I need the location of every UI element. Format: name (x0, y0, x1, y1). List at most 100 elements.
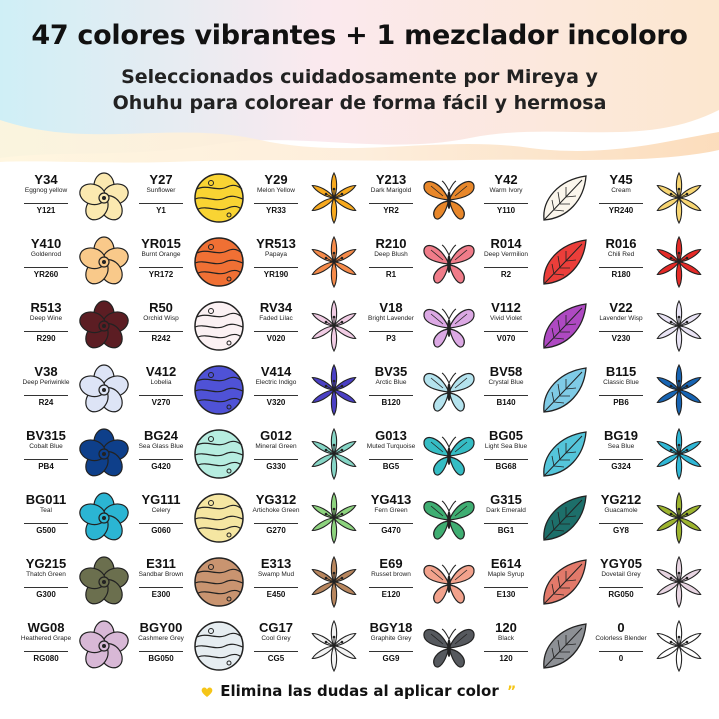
swatch-cell: V18 Bright Lavender P3 (363, 298, 478, 361)
swatch-name: Deep Blush (374, 251, 408, 258)
swatch-cell: YR015 Burnt Orange YR172 (133, 234, 248, 297)
swatch-cell: BG05 Light Sea Blue BG68 (478, 426, 593, 489)
swatch-name: Celery (151, 507, 171, 514)
swatch-cell: YG111 Celery G060 (133, 490, 248, 553)
divider (484, 395, 528, 396)
leaf-icon (536, 234, 592, 290)
butterfly-icon (421, 234, 477, 290)
header-background (0, 0, 719, 170)
swatch-name: Artichoke Green (252, 507, 300, 514)
swatch-cell: R016 Chili Red R180 (593, 234, 708, 297)
quote-mark-icon: ” (507, 685, 516, 699)
swatch-cell: R50 Orchid Wisp R242 (133, 298, 248, 361)
swatch-alt-code: E300 (151, 590, 171, 599)
swatch-name: Burnt Orange (141, 251, 181, 258)
swatch-alt-code: GG9 (382, 654, 400, 663)
swatch-alt-code: G270 (266, 526, 286, 535)
swatch-cell: CG17 Cool Grey CG5 (248, 618, 363, 681)
swatch-name: Heathered Grape (20, 635, 72, 642)
divider (254, 587, 298, 588)
swatch-cell: BV35 Arctic Blue B120 (363, 362, 478, 425)
divider (24, 395, 68, 396)
heart-icon (201, 687, 213, 697)
swatch-name: Lobelia (150, 379, 172, 386)
swatch-code: YG212 (600, 492, 642, 507)
divider (484, 267, 528, 268)
swatch-cell: G013 Muted Turquoise BG5 (363, 426, 478, 489)
planet-icon (191, 618, 247, 674)
divider (139, 203, 183, 204)
swatch-alt-code: V320 (266, 398, 286, 407)
divider (254, 203, 298, 204)
swatch-code: Y410 (30, 236, 62, 251)
divider (139, 459, 183, 460)
swatch-code: YGY05 (600, 556, 642, 571)
swatch-alt-code: BG050 (148, 654, 174, 663)
butterfly-icon (421, 554, 477, 610)
swatch-cell: YG413 Fern Green G470 (363, 490, 478, 553)
lily-icon (306, 234, 362, 290)
divider (254, 267, 298, 268)
swatch-code: V112 (491, 300, 521, 315)
swatch-alt-code: CG5 (267, 654, 285, 663)
lily-icon (306, 170, 362, 226)
swatch-name: Muted Turquoise (366, 443, 416, 450)
divider (24, 203, 68, 204)
swatch-alt-code: G060 (151, 526, 171, 535)
planet-icon (191, 490, 247, 546)
swatch-cell: V412 Lobelia V270 (133, 362, 248, 425)
swatch-code: E69 (379, 556, 403, 571)
butterfly-icon (421, 618, 477, 674)
swatch-alt-code: R242 (151, 334, 171, 343)
divider (139, 331, 183, 332)
swatch-alt-code: G500 (36, 526, 56, 535)
swatch-name: Maple Syrup (487, 571, 525, 578)
swatch-alt-code: Y1 (156, 206, 166, 215)
swatch-cell: G315 Dark Emerald BG1 (478, 490, 593, 553)
swatch-code: Y213 (375, 172, 407, 187)
swatch-cell: V112 Vivid Violet V070 (478, 298, 593, 361)
flower-icon (76, 298, 132, 354)
swatch-name: Faded Lilac (259, 315, 293, 322)
swatch-alt-code: YR2 (383, 206, 399, 215)
swatch-name: Graphite Grey (370, 635, 412, 642)
divider (484, 587, 528, 588)
leaf-icon (536, 554, 592, 610)
swatch-name: Electric Indigo (255, 379, 297, 386)
swatch-name: Cobalt Blue (29, 443, 63, 450)
swatch-name: Sea Blue (607, 443, 635, 450)
divider (599, 267, 643, 268)
swatch-alt-code: R2 (500, 270, 512, 279)
divider (599, 203, 643, 204)
swatch-cell: 0 Colorless Blender 0 (593, 618, 708, 681)
swatch-code: BV315 (26, 428, 66, 443)
swatch-code: YG111 (141, 492, 181, 507)
swatch-code: R50 (149, 300, 173, 315)
swatch-alt-code: R1 (385, 270, 397, 279)
swatch-cell: BG011 Teal G500 (18, 490, 133, 553)
swatch-code: RV34 (259, 300, 293, 315)
swatch-code: YG413 (370, 492, 412, 507)
swatch-name: Cream (611, 187, 631, 194)
swatch-alt-code: RG050 (608, 590, 634, 599)
swatch-cell: BG24 Sea Glass Blue G420 (133, 426, 248, 489)
swatch-name: Cashmere Grey (138, 635, 184, 642)
swatch-name: Sea Glass Blue (138, 443, 184, 450)
swatch-alt-code: PB6 (613, 398, 629, 407)
swatch-name: Deep Periwinkle (22, 379, 70, 386)
swatch-alt-code: G470 (381, 526, 401, 535)
swatch-name: Arctic Blue (375, 379, 407, 386)
leaf-icon (536, 298, 592, 354)
swatch-name: Russet brown (371, 571, 411, 578)
divider (484, 651, 528, 652)
swatch-cell: YGY05 Dovetail Grey RG050 (593, 554, 708, 617)
swatch-name: Dovetail Grey (601, 571, 641, 578)
swatch-alt-code: YR240 (608, 206, 634, 215)
swatch-code: Y29 (264, 172, 288, 187)
divider (599, 395, 643, 396)
swatch-name: Crystal Blue (488, 379, 524, 386)
swatch-alt-code: GY8 (612, 526, 629, 535)
divider (24, 267, 68, 268)
swatch-cell: V22 Lavender Wisp V230 (593, 298, 708, 361)
swatch-alt-code: YR172 (148, 270, 174, 279)
